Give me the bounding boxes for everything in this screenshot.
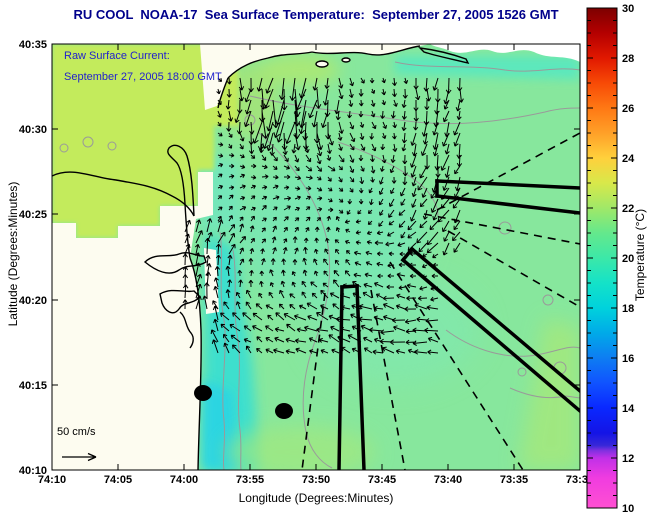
sector-southeast [400, 257, 580, 414]
colorbar-tick-label: 14 [622, 403, 635, 415]
sector-southeast [400, 246, 415, 263]
y-tick-label: 40:20 [19, 295, 47, 307]
bathymetry-contour [445, 329, 580, 357]
sst-region-cool-center [235, 160, 425, 310]
axis-tick-labels: 74:10 74:05 74:00 73:55 73:50 73:45 73:40 73:35… [19, 39, 594, 486]
coastline [311, 45, 421, 56]
plot-area [52, 44, 580, 470]
bathymetry-contour-loop [59, 143, 69, 153]
cloud-mask-topright [430, 44, 580, 62]
colorbar-tick-label: 18 [622, 303, 634, 315]
x-tick-label: 73:55 [236, 474, 264, 486]
long-island-land [228, 44, 430, 78]
bathymetry-contour [249, 95, 580, 125]
coastline [227, 51, 313, 79]
x-tick-label: 73:35 [500, 474, 528, 486]
radar-bearing-lines [301, 132, 580, 470]
coastline [418, 47, 470, 65]
colorbar-tick-label: 20 [622, 253, 634, 265]
colorbar-tick-label: 10 [622, 503, 634, 515]
sst-region-cool-bottomcenter [310, 275, 480, 385]
figure-title: RU COOL NOAA-17 Sea Surface Temperature:… [73, 7, 559, 22]
x-tick-label: 73:50 [302, 474, 330, 486]
annotation-current-type: Raw Surface Current: [64, 50, 170, 62]
bathymetry-contour [219, 231, 226, 470]
coastline [143, 252, 207, 274]
x-tick-label: 74:00 [170, 474, 198, 486]
colorbar-tick-label: 16 [622, 353, 634, 365]
velocity-scale-arrow [62, 452, 97, 462]
colorbar-tick-label: 28 [622, 53, 634, 65]
sector-east [435, 179, 580, 190]
coastlines [52, 45, 470, 470]
y-tick-label: 40:15 [19, 380, 47, 392]
colorbar-tick-label: 26 [622, 103, 634, 115]
x-axis-title: Longitude (Degrees:Minutes) [238, 491, 394, 505]
coastline [159, 289, 201, 314]
bathymetry-contour [257, 131, 333, 469]
current-vectors [182, 77, 464, 355]
coastline [179, 311, 194, 349]
bearing-line [423, 213, 580, 245]
bathymetry-contour [232, 249, 242, 470]
bathymetry-contour-loop [542, 294, 554, 306]
velocity-scale-label: 50 cm/s [57, 426, 96, 438]
bearing-line [447, 230, 580, 308]
bathymetry-contour [509, 387, 580, 399]
buoy-marker [194, 385, 212, 401]
colorbar-tick-label: 24 [622, 153, 635, 165]
buoy-marker [275, 403, 293, 419]
axes [51, 43, 581, 471]
bathymetry-contour [394, 61, 580, 72]
y-tick-label: 40:35 [19, 39, 47, 51]
island [315, 60, 329, 68]
colorbar-ticks [586, 7, 618, 509]
nj-mainland [52, 172, 213, 470]
coastline [217, 77, 229, 109]
land [52, 44, 580, 470]
island [341, 57, 351, 63]
colorbar-tick-label: 30 [622, 3, 634, 15]
x-tick-label: 73:40 [434, 474, 462, 486]
bathymetry-contour-loop [107, 141, 117, 151]
sector-south [355, 284, 366, 470]
sector-southeast [409, 246, 580, 394]
colorbar-title: Temperature (°C) [633, 208, 647, 302]
sector-east [435, 194, 580, 215]
y-tick-label: 40:10 [19, 465, 47, 477]
x-tick-label: 74:05 [104, 474, 132, 486]
y-tick-label: 40:30 [19, 124, 47, 136]
y-axis-title: Latitude (Degrees:Minutes) [6, 181, 20, 327]
y-tick-label: 40:25 [19, 209, 47, 221]
x-tick-label: 73:45 [368, 474, 396, 486]
colorbar-labels: 10 12 14 16 18 20 22 24 26 28 30 [622, 3, 635, 515]
coastline [167, 144, 195, 259]
colorbar-tick-label: 12 [622, 453, 634, 465]
radar-sectors [337, 179, 580, 470]
x-tick-label: 74:10 [38, 474, 66, 486]
annotation-current-time: September 27, 2005 18:00 GMT [64, 71, 222, 83]
bathymetry-contour [337, 141, 439, 217]
bearing-line [301, 292, 326, 470]
sandy-hook-bay-mask [200, 44, 236, 110]
sst-region-warm-east-edge [518, 318, 580, 470]
coastline [189, 257, 202, 470]
sst-region-warm-raritan-bay [52, 44, 238, 238]
colorbar-tick-label: 22 [622, 203, 634, 215]
bearing-line [370, 289, 406, 470]
bathymetry-contour-loop [82, 136, 94, 148]
bathymetry-contour-loop [517, 367, 527, 377]
sector-south [337, 285, 344, 470]
